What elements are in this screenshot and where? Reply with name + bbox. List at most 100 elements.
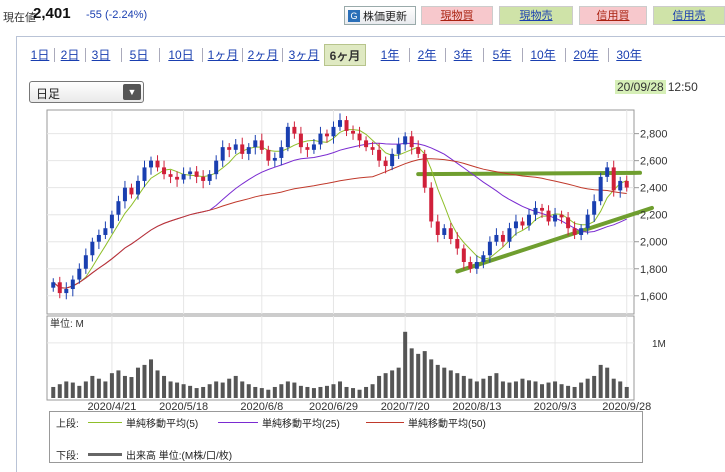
volume-bar (331, 384, 336, 398)
cash-sell-button[interactable]: 現物売 (499, 6, 573, 25)
candle-body (572, 228, 577, 235)
x-tick-label: 2020/6/8 (240, 401, 283, 413)
candle-body (357, 133, 362, 141)
chart-legend: 上段: 単純移動平均(5) 単純移動平均(25) 単純移動平均(50) 下段: … (49, 411, 643, 463)
candle-body (227, 147, 232, 150)
volume-bar (468, 378, 473, 398)
candle-body (318, 133, 323, 145)
margin-buy-button[interactable]: 信用買 (579, 6, 647, 25)
candle-body (292, 126, 297, 134)
interval-select[interactable]: 日足 ▼ (29, 81, 144, 103)
volume-bar (96, 378, 101, 398)
tab-3m[interactable]: 3ヶ月 (288, 48, 320, 62)
volume-bar (585, 378, 590, 398)
volume-swatch (88, 453, 122, 456)
candle-body (201, 176, 206, 181)
tab-2d[interactable]: 2日 (60, 48, 80, 62)
volume-bar (390, 370, 395, 398)
volume-bar (624, 386, 629, 398)
tab-1y[interactable]: 1年 (380, 48, 400, 62)
tab-5y[interactable]: 5年 (492, 48, 512, 62)
candle-body (175, 176, 180, 180)
volume-bar (455, 373, 460, 398)
legend-ma50: 単純移動平均(50) (366, 415, 486, 430)
volume-bar (540, 384, 545, 398)
candle-body (109, 214, 114, 229)
y-tick-label: 2,400 (640, 183, 668, 195)
volume-bar (279, 384, 284, 398)
volume-bar (142, 364, 147, 398)
y-tick-label: 1,600 (640, 291, 668, 303)
cash-buy-button[interactable]: 現物買 (421, 6, 493, 25)
volume-bar (285, 381, 290, 398)
volume-bar (364, 386, 369, 398)
candle-body (259, 140, 264, 150)
candle-body (311, 144, 316, 150)
candle-body (513, 221, 518, 229)
tab-3y[interactable]: 3年 (453, 48, 473, 62)
volume-unit-label: 単位: M (50, 317, 84, 330)
tab-2m[interactable]: 2ヶ月 (247, 48, 279, 62)
candle-body (338, 120, 342, 127)
volume-bar (377, 375, 382, 398)
date-tick-labels: 2020/4/21 2020/5/18 2020/6/8 2020/6/29 2020/… (87, 401, 651, 413)
volume-bar (611, 378, 616, 398)
refresh-icon: G (348, 9, 360, 22)
candle-body (149, 160, 154, 168)
volume-bar (338, 381, 342, 398)
candle-body (324, 133, 329, 137)
candle-body (422, 153, 427, 188)
volume-bar (103, 381, 108, 398)
candle-body (168, 174, 173, 177)
tab-5d[interactable]: 5日 (129, 48, 149, 62)
volume-bar (266, 389, 271, 398)
tab-20y[interactable]: 20年 (573, 48, 599, 62)
volume-bar (396, 367, 401, 398)
volume-bar (214, 381, 219, 398)
candle-body (162, 167, 167, 175)
volume-bar (155, 370, 160, 398)
volume-bar (494, 373, 499, 398)
horizontal-gridlines (47, 133, 639, 344)
tab-30y[interactable]: 30年 (616, 48, 642, 62)
candle-body (533, 207, 538, 215)
candle-body (461, 248, 466, 262)
tab-3d[interactable]: 3日 (91, 48, 111, 62)
tab-10d[interactable]: 10日 (168, 48, 194, 62)
volume-bar (51, 386, 56, 398)
tab-1d[interactable]: 1日 (30, 48, 50, 62)
candle-body (605, 167, 610, 177)
candle-body (377, 149, 382, 161)
candle-body (416, 147, 421, 154)
candle-body (455, 239, 460, 249)
volume-bar (605, 367, 610, 398)
tab-10y[interactable]: 10年 (530, 48, 556, 62)
refresh-price-button[interactable]: G 株価更新 (344, 6, 416, 25)
volume-bar (416, 353, 421, 398)
candle-body (285, 126, 290, 148)
tab-6m[interactable]: 6ヶ月 (324, 44, 366, 66)
volume-bar (383, 373, 388, 398)
volume-bar (344, 386, 349, 398)
timestamp: 20/09/28 12:50 (615, 80, 698, 94)
volume-bars (51, 331, 629, 398)
candle-body (566, 217, 571, 229)
x-tick-label: 2020/5/18 (159, 401, 208, 413)
candle-body (298, 133, 303, 148)
margin-sell-button[interactable]: 信用売 (653, 6, 725, 25)
volume-bar (435, 364, 440, 398)
volume-bar (162, 375, 167, 398)
y-tick-label: 2,200 (640, 210, 668, 222)
candle-body (396, 144, 401, 154)
candle-body (246, 147, 251, 154)
y-tick-label: 1,800 (640, 264, 668, 276)
tab-2y[interactable]: 2年 (417, 48, 437, 62)
tab-1m[interactable]: 1ヶ月 (207, 48, 239, 62)
legend-volume: 出来高 単位:(M株/口/枚) (88, 447, 232, 462)
candle-body (579, 228, 584, 235)
volume-bar (559, 384, 564, 398)
legend-ma50-label: 単純移動平均(50) (408, 419, 486, 430)
volume-bar (253, 386, 258, 398)
x-tick-label: 2020/6/29 (309, 401, 358, 413)
candle-body (96, 234, 101, 242)
